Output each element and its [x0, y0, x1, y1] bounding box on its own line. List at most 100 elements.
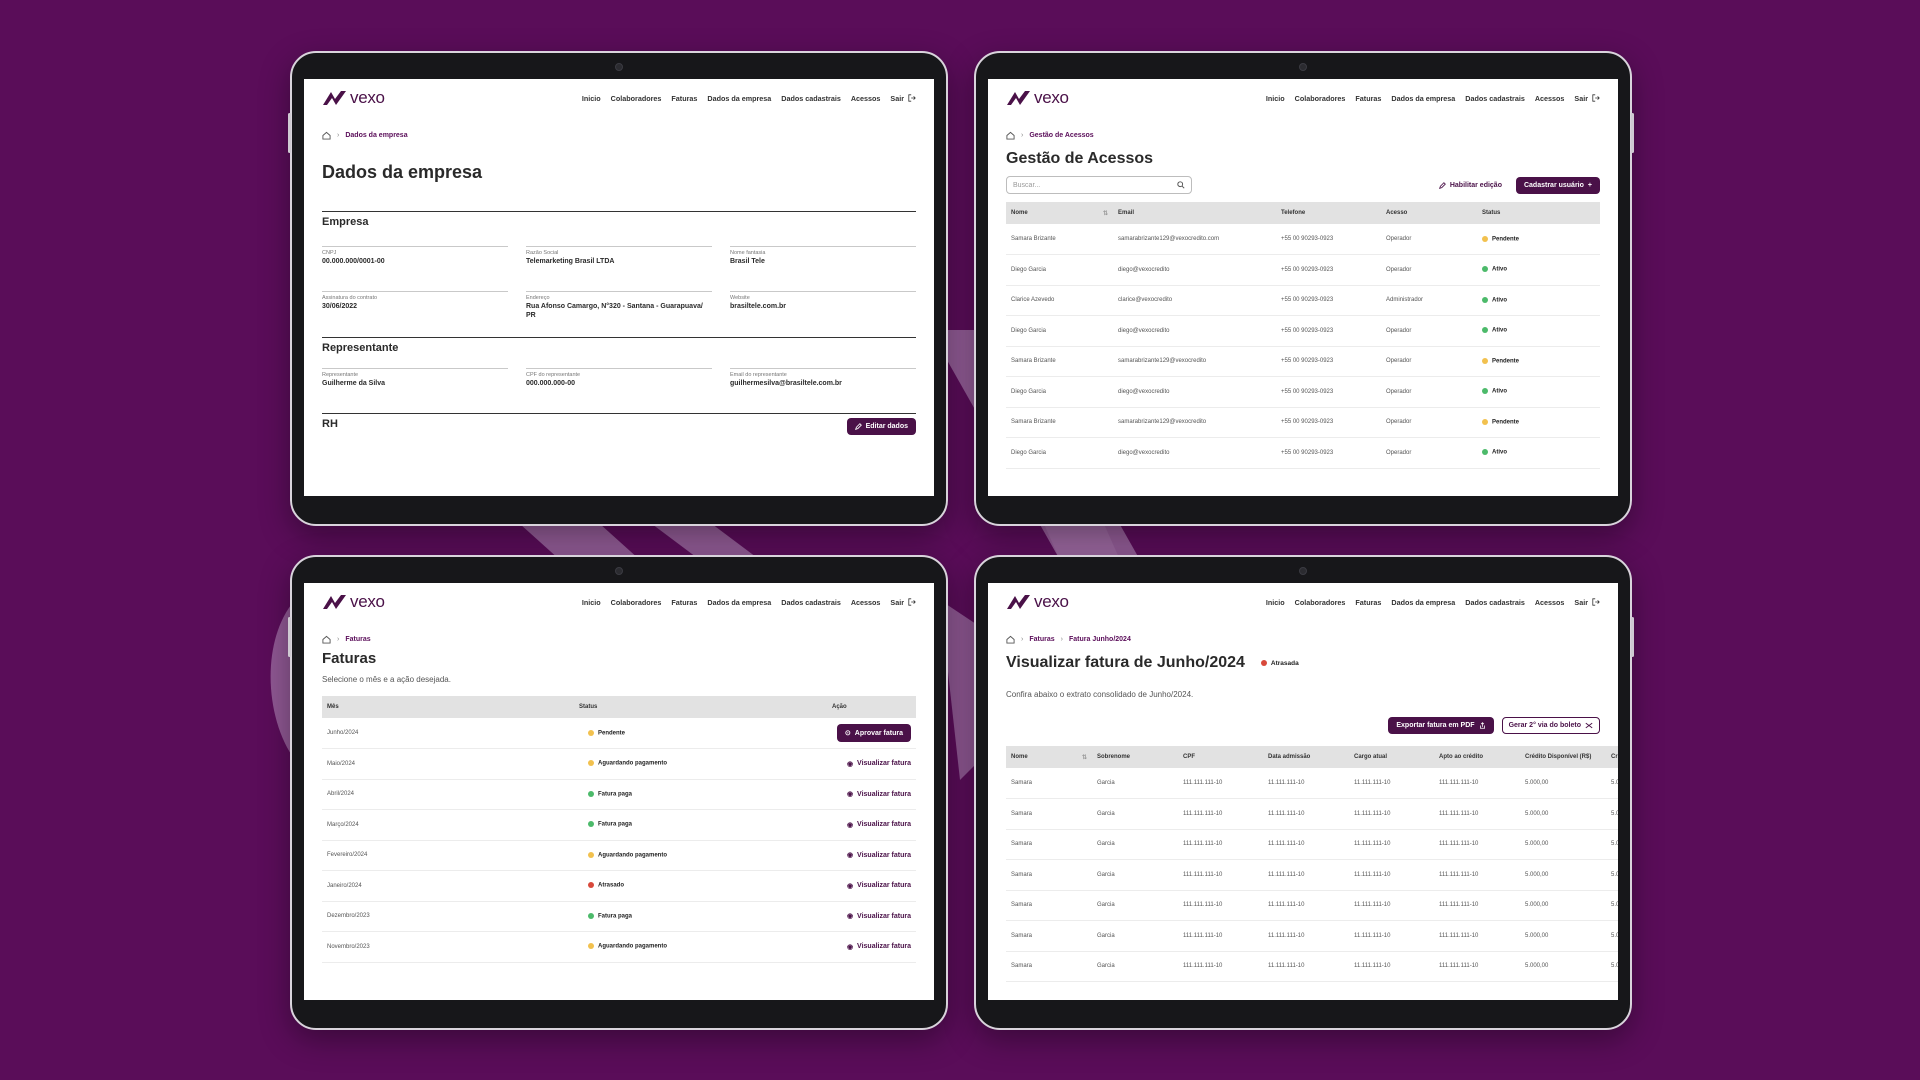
nav-item-dados-empresa[interactable]: Dados da empresa	[1391, 93, 1456, 103]
status-dot	[1260, 660, 1267, 666]
exit-button[interactable]: Sair	[1574, 598, 1600, 607]
view-invoice-link[interactable]: ◉ Visualizar fatura	[847, 851, 911, 860]
status-label: Fatura paga	[598, 822, 633, 829]
col-nome[interactable]: Nome ⇅	[1006, 746, 1092, 768]
exit-button[interactable]: Sair	[1574, 94, 1600, 103]
home-icon[interactable]	[1006, 131, 1015, 140]
status-dot	[588, 760, 594, 767]
view-invoice-link[interactable]: ◉ Visualizar fatura	[847, 760, 911, 768]
logout-icon	[1592, 598, 1600, 606]
table-row[interactable]: Diego Garcia diego@vexocredito +55 00 9029…	[1006, 315, 1600, 347]
nav-item-inicio[interactable]: Inicio	[581, 93, 601, 103]
page-subtitle: Selecione o mês e a ação desejada.	[322, 675, 451, 684]
nav-item-faturas[interactable]: Faturas	[1355, 93, 1382, 103]
table-row[interactable]: Diego Garcia diego@vexocredito +55 00 9029…	[1006, 254, 1600, 286]
logo[interactable]: vexo	[1006, 592, 1069, 612]
empresa-fields: CNPJ 00.000.000/0001-00 Razão Social Telem…	[322, 246, 916, 336]
cell-cargo: 11.111.111-10	[1349, 768, 1434, 799]
status-label: Aguardando pagamento	[598, 944, 668, 951]
register-user-label: Cadastrar usuário	[1523, 181, 1584, 189]
nav-item-inicio[interactable]: Inicio	[1265, 93, 1285, 103]
screen: vexo Inicio Colaboradores Faturas Dados …	[988, 79, 1618, 496]
nav-item-dados-cadastrais[interactable]: Dados cadastrais	[781, 93, 841, 103]
field-label: CPF do representante	[526, 372, 581, 378]
home-icon[interactable]	[322, 131, 331, 140]
nav-item-dados-cadastrais[interactable]: Dados cadastrais	[1465, 93, 1525, 103]
view-invoice-link[interactable]: ◉ Visualizar fatura	[847, 882, 911, 890]
second-copy-boleto-button[interactable]: Gerar 2° via do boleto	[1501, 717, 1600, 734]
field-nome-fantasia: Nome fantasia Brasil Tele	[730, 246, 916, 291]
status-badge-label: Atrasada	[1270, 659, 1299, 667]
view-invoice-link[interactable]: ◉ Visualizar fatura	[847, 912, 911, 921]
nav-item-acessos[interactable]: Acessos	[850, 597, 881, 607]
edit-data-button[interactable]: Editar dados	[846, 418, 916, 435]
home-icon[interactable]	[1006, 635, 1015, 644]
table-row[interactable]: Diego Garcia diego@vexocredito +55 00 9029…	[1006, 437, 1600, 469]
register-user-button[interactable]: Cadastrar usuário +	[1515, 176, 1600, 194]
cell-apto: 111.111.111-10	[1434, 768, 1520, 799]
approve-invoice-button[interactable]: ⊙ Aprovar fatura	[836, 724, 911, 742]
breadcrumb-current[interactable]: Gestão de Acessos	[1029, 132, 1094, 139]
breadcrumb-current[interactable]: Dados da empresa	[345, 132, 408, 139]
logo[interactable]: vexo	[322, 88, 385, 108]
logo[interactable]: vexo	[1006, 88, 1069, 108]
nav-item-faturas[interactable]: Faturas	[671, 597, 698, 607]
nav-item-inicio[interactable]: Inicio	[1265, 597, 1285, 607]
exit-button[interactable]: Sair	[890, 94, 916, 103]
logout-icon	[908, 598, 916, 606]
nav-item-acessos[interactable]: Acessos	[1534, 597, 1565, 607]
nav-item-dados-empresa[interactable]: Dados da empresa	[707, 597, 772, 607]
cell-name: Clarice Azevedo	[1006, 285, 1113, 316]
col-nome[interactable]: Nome ⇅	[1006, 202, 1113, 224]
field-value: 00.000.000/0001-00	[322, 258, 385, 265]
status-label: Ativo	[1492, 297, 1507, 304]
cell-month: Abril/2024	[322, 779, 574, 810]
view-invoice-link[interactable]: ◉ Visualizar fatura	[847, 943, 911, 951]
nav-item-acessos[interactable]: Acessos	[850, 93, 881, 103]
nav-item-colaboradores[interactable]: Colaboradores	[1294, 597, 1346, 607]
vexo-logo-icon	[1007, 595, 1030, 609]
nav-item-colaboradores[interactable]: Colaboradores	[610, 597, 662, 607]
cell-date: 11.111.111-10	[1263, 951, 1349, 982]
cell-email: diego@vexocredito	[1113, 376, 1276, 408]
status-label: Ativo	[1492, 328, 1507, 335]
search-input[interactable]: Buscar...	[1006, 176, 1192, 194]
table-row[interactable]: Diego Garcia diego@vexocredito +55 00 9029…	[1006, 376, 1600, 408]
cell-access: Operador	[1381, 315, 1477, 347]
status-dot	[1482, 235, 1488, 242]
nav-item-faturas[interactable]: Faturas	[671, 93, 698, 103]
nav-item-dados-cadastrais[interactable]: Dados cadastrais	[781, 597, 841, 607]
table-row[interactable]: Samara Brizante samarabrizante129@vexocre…	[1006, 224, 1600, 255]
nav-item-colaboradores[interactable]: Colaboradores	[610, 93, 662, 103]
nav-item-dados-cadastrais[interactable]: Dados cadastrais	[1465, 597, 1525, 607]
col-data-admissao: Data admissão	[1263, 746, 1349, 768]
status-dot	[588, 851, 594, 858]
logo[interactable]: vexo	[322, 592, 385, 612]
table-row[interactable]: Clarice Azevedo clarice@vexocredito +55 00…	[1006, 285, 1600, 316]
breadcrumb-current[interactable]: Fatura Junho/2024	[1068, 636, 1131, 643]
nav-item-dados-empresa[interactable]: Dados da empresa	[1391, 597, 1456, 607]
table-row[interactable]: Samara Brizante samarabrizante129@vexocre…	[1006, 346, 1600, 377]
view-invoice-link[interactable]: ◉ Visualizar fatura	[847, 821, 911, 829]
status-label: Atrasado	[598, 883, 625, 890]
nav-item-colaboradores[interactable]: Colaboradores	[1294, 93, 1346, 103]
export-pdf-button[interactable]: Exportar fatura em PDF	[1388, 717, 1494, 734]
cell-credit: 5.000,00	[1520, 768, 1606, 799]
enable-edit-button[interactable]: Habilitar edição	[1438, 182, 1502, 189]
status-dot	[1482, 418, 1488, 425]
nav-item-acessos[interactable]: Acessos	[1534, 93, 1565, 103]
table-row[interactable]: Samara Brizante samarabrizante129@vexocre…	[1006, 407, 1600, 438]
cell-date: 11.111.111-10	[1263, 859, 1349, 891]
breadcrumb-current[interactable]: Faturas	[345, 636, 371, 643]
exit-button[interactable]: Sair	[890, 598, 916, 607]
cell-access: Operador	[1381, 254, 1477, 286]
view-invoice-link[interactable]: ◉ Visualizar fatura	[847, 790, 911, 799]
breadcrumb-faturas[interactable]: Faturas	[1029, 636, 1055, 643]
cell-phone: +55 00 90293-0923	[1276, 346, 1381, 377]
nav-item-inicio[interactable]: Inicio	[581, 597, 601, 607]
toolbar: Buscar... Habilitar edição Cadastrar usu…	[988, 176, 1618, 194]
nav-item-dados-empresa[interactable]: Dados da empresa	[707, 93, 772, 103]
home-icon[interactable]	[322, 635, 331, 644]
cell-action: ◉ Visualizar fatura	[827, 809, 916, 841]
nav-item-faturas[interactable]: Faturas	[1355, 597, 1382, 607]
